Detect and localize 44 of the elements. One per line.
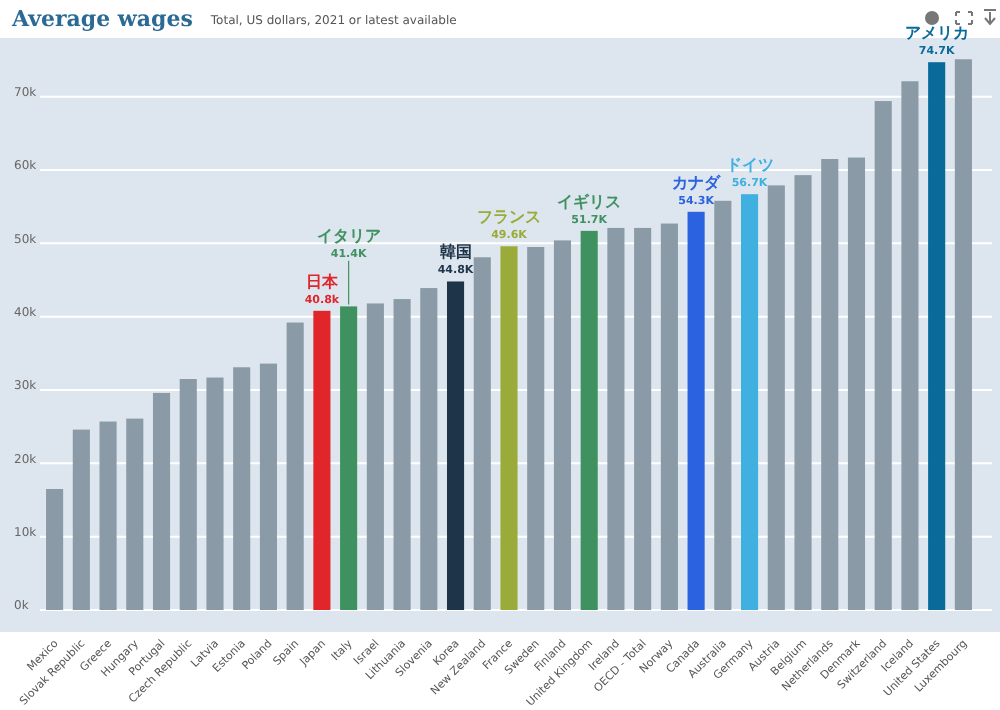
bar <box>313 310 331 610</box>
bar <box>259 363 277 610</box>
bar <box>607 227 625 610</box>
bar <box>420 288 438 610</box>
bar <box>954 59 972 610</box>
bar <box>500 246 518 610</box>
bar <box>794 175 812 610</box>
bar <box>340 306 358 610</box>
annotation: ドイツ <box>725 156 774 175</box>
bar <box>179 379 197 610</box>
bar <box>72 429 90 610</box>
bar <box>741 194 759 610</box>
bar <box>901 81 919 610</box>
bar <box>687 211 705 610</box>
annotation: フランス <box>477 208 541 227</box>
bar <box>99 421 117 610</box>
bar <box>46 489 64 610</box>
bar <box>634 227 652 610</box>
annotation: カナダ <box>672 173 723 192</box>
bar <box>446 281 465 610</box>
bar <box>714 200 732 610</box>
bar <box>847 157 866 610</box>
bar <box>126 418 144 610</box>
annotation: 韓国 <box>439 243 472 262</box>
bar <box>580 230 598 610</box>
annotation: イギリス <box>557 192 622 211</box>
chart-title: Average wages <box>10 6 193 32</box>
bar <box>393 299 411 610</box>
annotation: 日本 <box>305 272 340 291</box>
bar <box>821 159 839 610</box>
bar <box>928 62 946 610</box>
bar <box>527 247 545 610</box>
annotation: アメリカ <box>904 24 969 43</box>
bar <box>286 322 304 610</box>
bar <box>660 223 678 610</box>
bar <box>152 392 171 610</box>
bar <box>767 185 785 610</box>
bar <box>366 303 384 610</box>
bar <box>553 240 572 610</box>
annotation: イタリア <box>316 226 381 245</box>
bar <box>233 367 251 610</box>
bar <box>874 101 892 610</box>
bar <box>473 257 491 610</box>
bar <box>206 377 224 610</box>
